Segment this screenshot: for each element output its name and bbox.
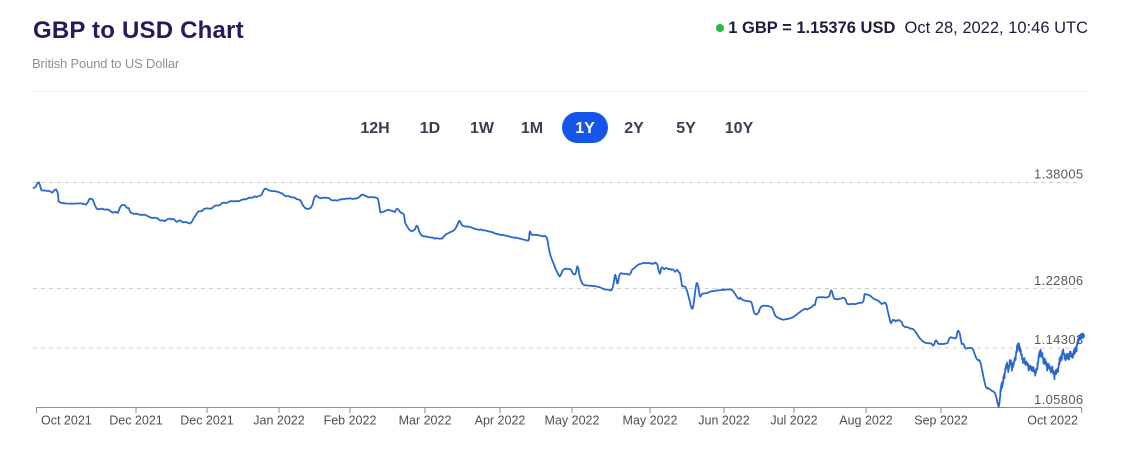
svg-text:Oct 2021: Oct 2021: [41, 414, 92, 428]
svg-text:May 2022: May 2022: [623, 414, 678, 428]
svg-text:Jul 2022: Jul 2022: [770, 414, 817, 428]
svg-text:Jan 2022: Jan 2022: [253, 414, 304, 428]
svg-text:Feb 2022: Feb 2022: [324, 414, 377, 428]
svg-text:1.05806: 1.05806: [1034, 392, 1083, 407]
svg-text:Oct 2022: Oct 2022: [1027, 414, 1078, 428]
svg-text:Apr 2022: Apr 2022: [475, 414, 526, 428]
svg-text:Dec 2021: Dec 2021: [180, 414, 234, 428]
svg-text:1.38005: 1.38005: [1034, 167, 1083, 182]
svg-text:May 2022: May 2022: [545, 414, 600, 428]
svg-text:Sep 2022: Sep 2022: [914, 414, 968, 428]
svg-text:1.14303: 1.14303: [1034, 332, 1083, 347]
svg-text:1.22806: 1.22806: [1034, 273, 1083, 288]
svg-text:Mar 2022: Mar 2022: [399, 414, 452, 428]
svg-text:Jun 2022: Jun 2022: [698, 414, 749, 428]
svg-text:Dec 2021: Dec 2021: [109, 414, 163, 428]
svg-text:Aug 2022: Aug 2022: [839, 414, 893, 428]
